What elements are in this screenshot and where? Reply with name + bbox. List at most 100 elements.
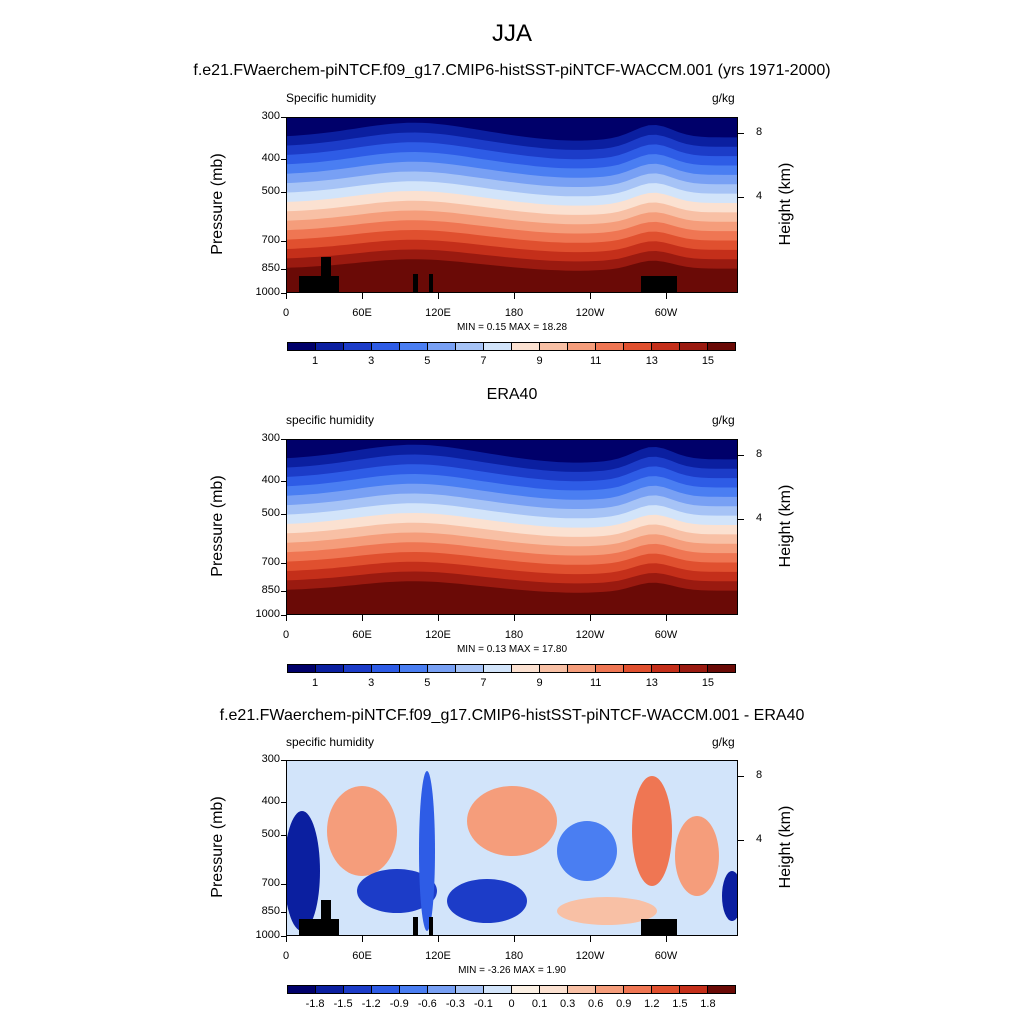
colorbar-segment xyxy=(372,986,400,993)
contour-band xyxy=(557,897,657,925)
x-tick-mark xyxy=(438,936,439,942)
colorbar-segment xyxy=(288,665,316,672)
pressure-tick-mark xyxy=(281,802,286,804)
colorbar-label: 11 xyxy=(589,677,602,689)
height-tick-label: 8 xyxy=(756,126,763,138)
figure-title: JJA xyxy=(491,20,532,47)
colorbar-segment xyxy=(400,986,428,993)
colorbar-segment xyxy=(288,343,316,350)
topography-block xyxy=(321,257,331,277)
x-tick-label: 120W xyxy=(575,950,605,962)
colorbar-label: -1.5 xyxy=(333,998,353,1010)
panel-2-colorbar xyxy=(287,664,736,673)
pressure-tick-mark xyxy=(281,834,286,836)
pressure-tick-label: 1000 xyxy=(255,608,280,620)
colorbar-label: -1.8 xyxy=(305,998,325,1010)
pressure-tick-label: 400 xyxy=(261,152,280,165)
x-tick-label: 0 xyxy=(282,950,290,962)
contour-band xyxy=(467,786,557,856)
contour-band xyxy=(357,869,437,913)
x-tick-mark xyxy=(590,936,591,942)
panel-3-heading: f.e21.FWaerchem-piNTCF.f09_g17.CMIP6-his… xyxy=(219,707,805,724)
topography-block xyxy=(429,917,433,935)
panel-1-plot xyxy=(286,117,738,293)
colorbar-label: -0.3 xyxy=(445,998,465,1010)
pressure-tick-label: 700 xyxy=(261,555,280,568)
x-tick-label: 60W xyxy=(654,950,678,962)
colorbar-label: 15 xyxy=(701,677,715,689)
panel-1-contours xyxy=(287,118,737,292)
colorbar-label: 1 xyxy=(312,677,319,689)
colorbar-segment xyxy=(568,343,596,350)
colorbar-label: 7 xyxy=(480,677,487,689)
x-tick-label: 60W xyxy=(654,629,678,641)
pressure-tick-mark xyxy=(281,293,286,294)
x-tick-mark xyxy=(514,615,515,621)
pressure-tick-mark xyxy=(281,615,286,616)
height-tick-mark xyxy=(738,455,744,456)
colorbar-segment xyxy=(400,665,428,672)
pressure-tick-mark xyxy=(281,562,286,564)
colorbar-label: 13 xyxy=(645,355,658,367)
y-axis-label: Pressure (mb) xyxy=(209,796,226,898)
colorbar-segment xyxy=(512,343,540,350)
panel-3-contours xyxy=(287,761,737,935)
x-tick-mark xyxy=(286,615,287,621)
panel-2-contours xyxy=(287,440,737,614)
colorbar-segment xyxy=(428,665,456,672)
pressure-tick-label: 700 xyxy=(261,876,280,889)
pressure-tick-mark xyxy=(281,240,286,242)
pressure-tick-mark xyxy=(281,883,286,885)
pressure-tick-mark xyxy=(281,912,286,914)
pressure-tick-mark xyxy=(281,117,286,118)
colorbar-segment xyxy=(288,986,316,993)
topography-block xyxy=(641,919,677,935)
colorbar-segment xyxy=(344,986,372,993)
height-tick-mark xyxy=(738,840,744,841)
pressure-tick-mark xyxy=(281,481,286,483)
contour-band xyxy=(287,811,320,931)
panel-3-units-label: g/kg xyxy=(712,735,735,749)
panel-1-topography xyxy=(299,257,677,292)
y-axis-label: Pressure (mb) xyxy=(209,475,226,577)
panel-3-topography xyxy=(299,900,677,935)
height-tick-label: 8 xyxy=(756,448,763,460)
panel-3-stats: MIN = -3.26 MAX = 1.90 xyxy=(458,965,566,976)
colorbar-segment xyxy=(680,665,708,672)
colorbar-segment xyxy=(512,986,540,993)
colorbar-segment xyxy=(708,665,735,672)
colorbar-label: 1 xyxy=(312,355,319,367)
colorbar-label: 0.3 xyxy=(559,998,576,1010)
colorbar-segment xyxy=(428,343,456,350)
colorbar-label: 0.9 xyxy=(616,998,632,1010)
panel-2-stats: MIN = 0.13 MAX = 17.80 xyxy=(456,644,568,655)
pressure-tick-mark xyxy=(281,191,286,193)
pressure-tick-label: 500 xyxy=(261,184,280,197)
colorbar-segment xyxy=(708,986,735,993)
y-axis-label: Pressure (mb) xyxy=(209,153,226,255)
x-tick-mark xyxy=(666,936,667,942)
x-tick-label: 180 xyxy=(504,950,524,962)
panel-2-units-label: g/kg xyxy=(712,413,735,427)
topography-block xyxy=(299,276,339,292)
colorbar-label: 5 xyxy=(424,355,431,367)
colorbar-label: 9 xyxy=(536,355,543,367)
colorbar-segment xyxy=(316,665,344,672)
colorbar-segment xyxy=(400,343,428,350)
contour-band xyxy=(287,259,737,292)
x-tick-label: 180 xyxy=(504,307,524,319)
colorbar-label: 3 xyxy=(368,355,375,367)
height-tick-mark xyxy=(738,133,744,134)
x-tick-mark xyxy=(514,936,515,942)
colorbar-segment xyxy=(540,665,568,672)
colorbar-segment xyxy=(540,343,568,350)
height-tick-mark xyxy=(738,776,744,777)
height-tick-label: 8 xyxy=(756,769,763,781)
x-tick-label: 60E xyxy=(352,950,372,962)
x-tick-label: 60E xyxy=(352,307,372,319)
x-tick-mark xyxy=(362,615,363,621)
pressure-tick-label: 500 xyxy=(261,827,280,840)
colorbar-segment xyxy=(596,986,624,993)
colorbar-segment xyxy=(652,986,680,993)
colorbar-segment xyxy=(484,986,512,993)
